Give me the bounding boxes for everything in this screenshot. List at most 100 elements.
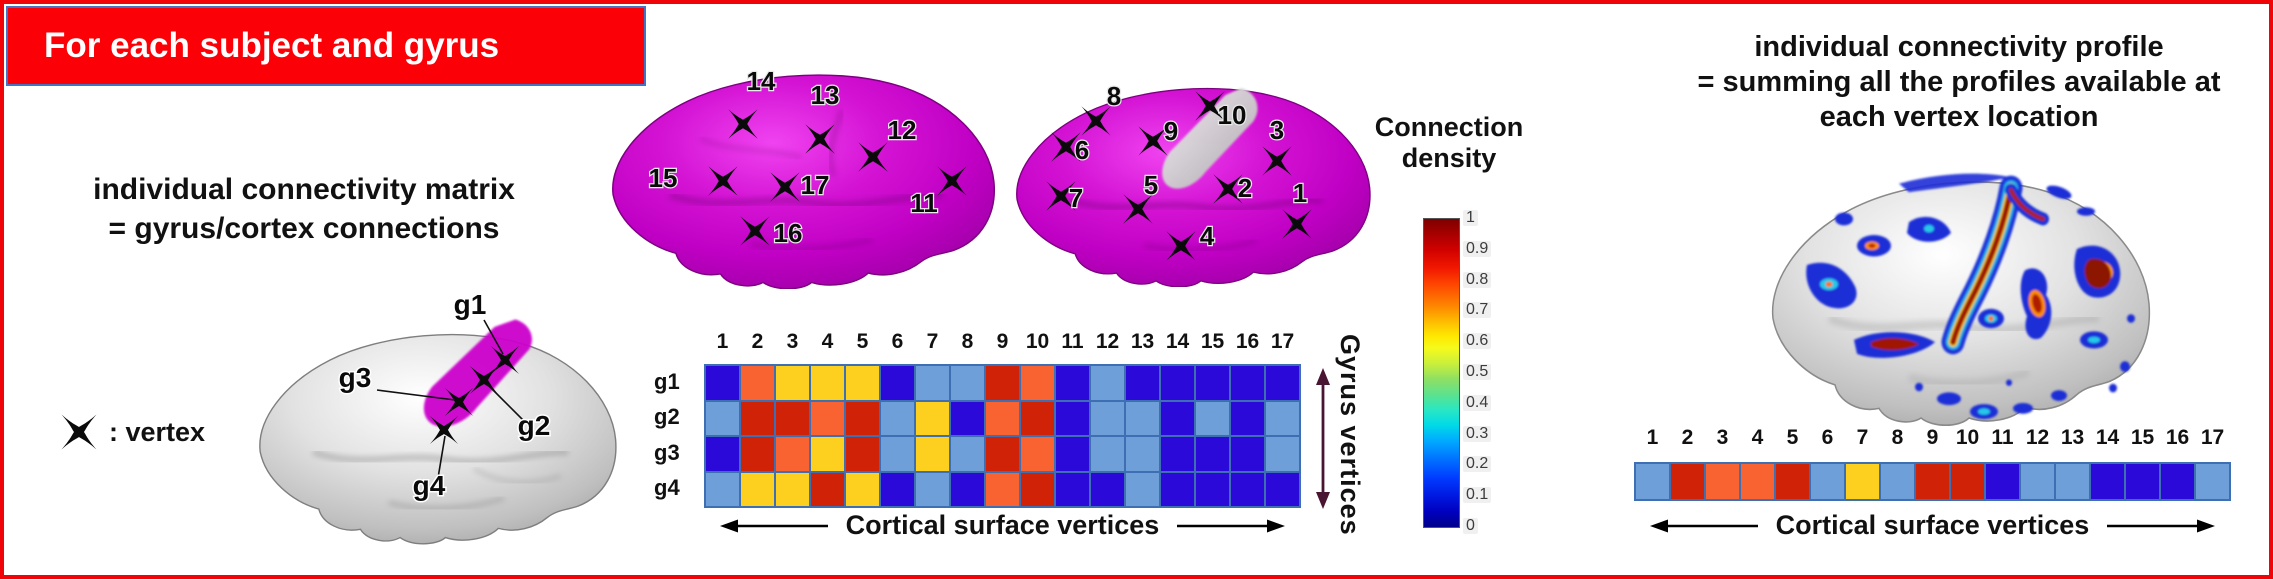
heatmap-cell [880,400,915,436]
vertex-label: 10 [1218,100,1247,130]
matrix-column-number: 16 [1235,330,1260,353]
heatmap-cell [985,365,1020,401]
profile-column-number: 14 [2095,426,2120,449]
heatmap-cell [1195,436,1230,472]
heatmap-cell [1265,365,1300,401]
vertex-label: 5 [1144,170,1158,200]
vertex-cross-icon [61,414,97,450]
colorbar-tick-label: 0.9 [1463,240,1492,257]
heatmap-cell [775,436,810,472]
profile-xaxis-text: Cortical surface vertices [1775,510,2090,540]
vertex-label: 14 [747,66,776,96]
colorbar-gradient [1423,218,1460,528]
gyrus-vertices-double-arrow-icon [1316,368,1330,509]
colorbar-ticks: 1 0.9 0.8 0.7 0.6 0.5 0.4 0.3 0.2 0.1 0 [1463,210,1492,534]
matrix-column-number: 2 [751,330,764,353]
vertex-label: 12 [888,115,917,145]
colorbar-tick-label: 0.8 [1463,271,1492,288]
matrix-xaxis-text: Cortical surface vertices [845,510,1160,540]
heatmap-cell [985,436,1020,472]
gyrus-strip-gray [1162,88,1258,189]
arrow-left-icon [719,519,828,532]
heatmap-cell [845,365,880,401]
gyrus-point-label: g1 [454,292,487,320]
vertex-map-brain-2: 8 10 3 9 6 5 2 1 7 4 [1016,80,1371,287]
profile-column-number: 17 [2200,426,2225,449]
sulcus-line [1143,238,1259,253]
heatmap-cell [740,365,775,401]
connectivity-overlay [1806,173,2135,420]
matrix-row-label: g1 [654,368,680,394]
heatmap-cell [775,365,810,401]
heatmap-cell [1160,365,1195,401]
colorbar-tick-label: 0.1 [1463,487,1492,504]
profile-column-number: 7 [1856,426,1869,449]
heatmap-cell [1020,400,1055,436]
matrix-column-number: 14 [1165,330,1190,353]
matrix-column-number: 9 [996,330,1009,353]
sulcus-line [387,495,505,512]
vertex-label: 7 [1069,183,1083,213]
sulcus-line [668,191,944,208]
vertex-label: 4 [1200,221,1215,251]
heatmap-cell [2020,463,2055,500]
heatmap-cell [1230,436,1265,472]
matrix-column-number: 8 [961,330,974,353]
vertex-label: 8 [1107,81,1121,111]
heatmap-cell [740,471,775,507]
matrix-column-number: 17 [1270,330,1295,353]
heatmap-cell [705,471,740,507]
vertex-label: 1 [1293,178,1307,208]
heatmap-cell [1775,463,1810,500]
colorbar-tick-label: 0.3 [1463,425,1492,442]
sulcus-line [750,236,874,252]
heatmap-cell [2090,463,2125,500]
gyrus-point-label: g2 [518,410,551,441]
colorbar-tick-label: 0 [1463,517,1478,534]
heatmap-cell [1915,463,1950,500]
gyrus-location-brain: g1 g3 g2 g4 [259,292,617,545]
profile-column-number: 6 [1821,426,1834,449]
sulcus-line [472,466,562,485]
vertex-label: 13 [811,80,840,110]
banner-label: For each subject and gyrus [44,26,500,65]
profile-column-number: 4 [1751,426,1764,449]
heatmap-cell [810,471,845,507]
matrix-yaxis-label: Gyrus vertices [1335,334,1365,536]
right-title-line1: individual connectivity profile [1754,31,2164,63]
heatmap-cell [880,471,915,507]
heatmap-cell [1230,365,1265,401]
arrow-right-icon [1177,519,1286,532]
heatmap-cell [1020,365,1055,401]
heatmap-cell [915,400,950,436]
heatmap-cell [810,400,845,436]
heatmap-cell [1090,471,1125,507]
heatmap-cell [1845,463,1880,500]
vertex-label: 17 [801,170,830,200]
heatmap-cell [950,365,985,401]
profile-column-number: 9 [1926,426,1939,449]
heatmap-cell [1230,471,1265,507]
heatmap-cell [1090,400,1125,436]
heatmap-cell [775,471,810,507]
heatmap-cell [1670,463,1705,500]
heatmap-cell [1125,400,1160,436]
left-title-line2: = gyrus/cortex connections [108,212,500,245]
heatmap-cell [915,436,950,472]
vertex-legend-label: : vertex [109,416,206,447]
heatmap-cell [845,471,880,507]
arrow-right-icon [2107,519,2216,532]
heatmap-cell [740,400,775,436]
colorbar-tick-label: 0.4 [1463,394,1492,411]
vertex-label: 2 [1238,173,1252,203]
profile-column-number: 11 [1991,426,2014,449]
profile-column-number: 12 [2025,426,2050,449]
heatmap-cell [810,436,845,472]
heatmap-cell [1090,365,1125,401]
heatmap-cell [1880,463,1915,500]
heatmap-cell [1740,463,1775,500]
matrix-column-number: 6 [891,330,904,353]
vertex-label: 15 [649,163,678,193]
colorbar-title-line2: density [1401,143,1497,173]
